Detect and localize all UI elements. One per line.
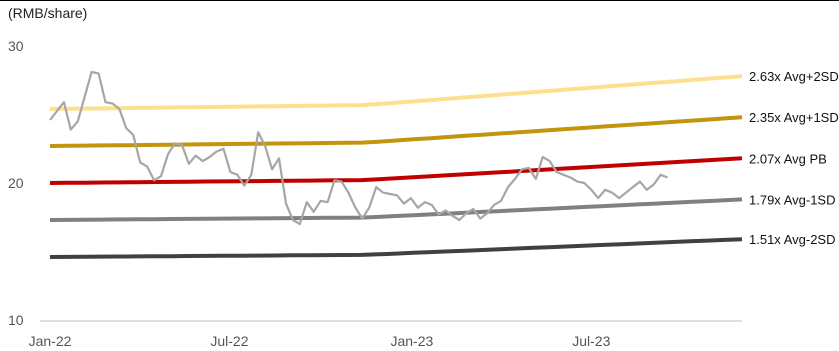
band-line	[49, 197, 743, 222]
band-label: 2.63x Avg+2SD	[749, 69, 839, 84]
y-tick-label: 10	[8, 312, 24, 328]
top-border	[0, 0, 839, 1]
band-line	[49, 156, 743, 185]
band-line	[49, 115, 743, 148]
band-label: 1.51x Avg-2SD	[749, 232, 835, 247]
x-tick-label: Jan-23	[390, 333, 433, 349]
x-tick-label: Jul-23	[572, 333, 610, 349]
price-line	[49, 70, 669, 226]
y-tick-label: 20	[8, 175, 24, 191]
band-line	[49, 74, 743, 111]
band-line	[49, 237, 743, 259]
x-tick-label: Jul-22	[210, 333, 248, 349]
band-label: 1.79x Avg-1SD	[749, 192, 835, 207]
y-tick-label: 30	[8, 38, 24, 54]
y-axis-unit-label: (RMB/share)	[8, 5, 88, 21]
band-label: 2.35x Avg+1SD	[749, 110, 839, 125]
band-label: 2.07x Avg PB	[749, 151, 827, 166]
x-tick-label: Jan-22	[29, 333, 72, 349]
